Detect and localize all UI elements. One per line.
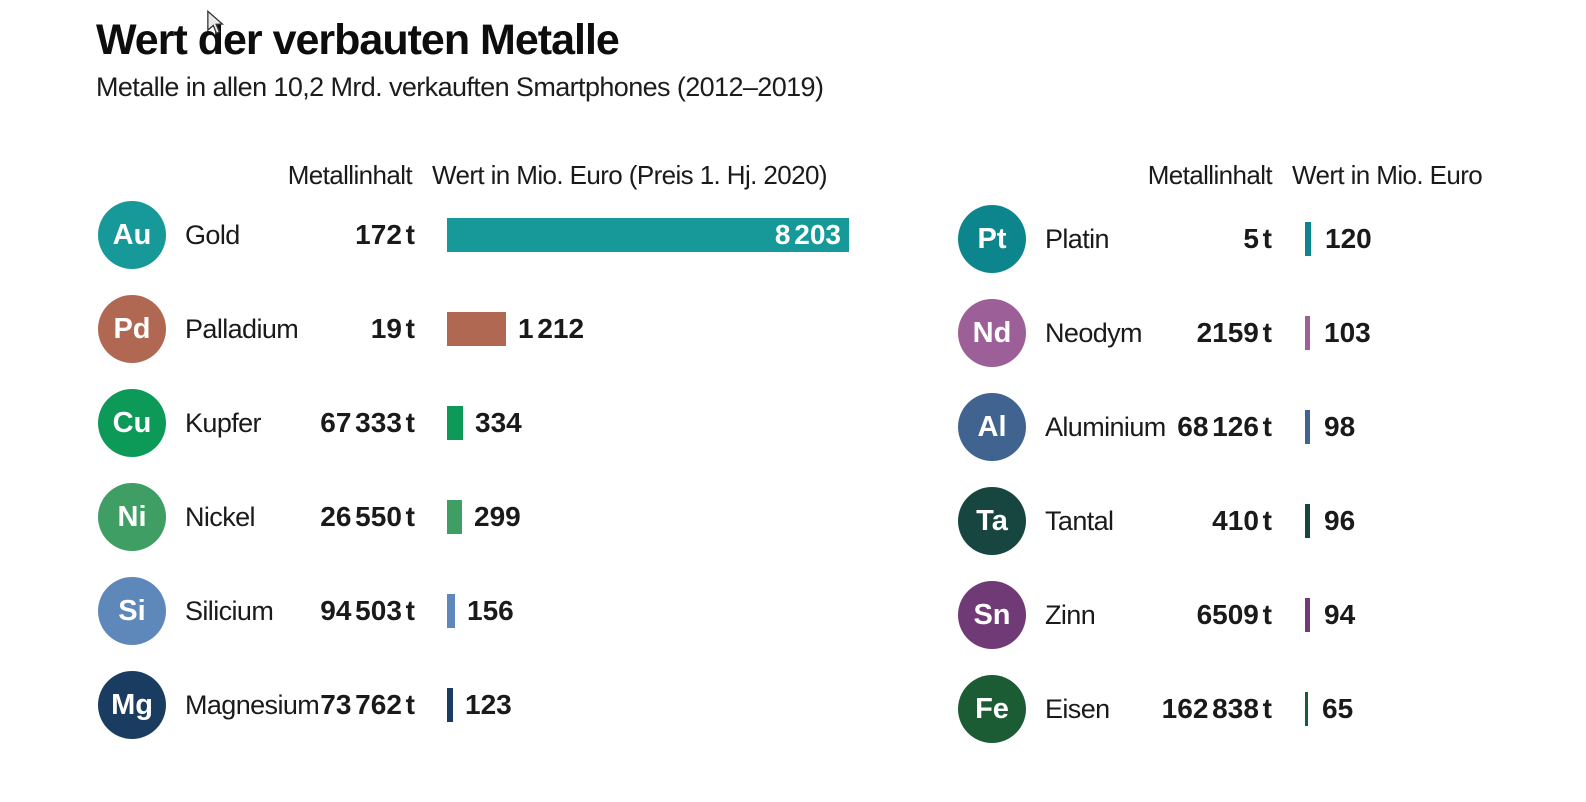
value-bar [1305, 692, 1308, 726]
metal-content-tonnage: 94 503 t [320, 595, 415, 626]
element-badge-cu: Cu [98, 389, 166, 457]
element-badge-si: Si [98, 577, 166, 645]
value-label: 120 [1325, 223, 1372, 254]
value-bar [447, 594, 455, 628]
metal-content-tonnage: 172 t [355, 219, 415, 250]
metal-content-tonnage: 162 838 t [1161, 693, 1272, 724]
metal-content-tonnage: 2159 t [1196, 317, 1272, 348]
value-bar [447, 312, 506, 346]
metal-name: Neodym [1045, 318, 1143, 348]
element-badge-mg: Mg [98, 671, 166, 739]
page-title: Wert der verbauten Metalle [96, 16, 620, 64]
value-bar [1305, 222, 1311, 256]
element-badge-ta: Ta [958, 487, 1026, 555]
element-badge-pt: Pt [958, 205, 1026, 273]
element-badge-fe: Fe [958, 675, 1026, 743]
value-bar [447, 500, 462, 534]
column-header-metal-content-right: Metallinhalt [1147, 160, 1273, 190]
metal-name: Palladium [185, 314, 299, 344]
metal-content-tonnage: 68 126 t [1177, 411, 1272, 442]
value-label: 1 212 [518, 313, 585, 344]
column-header-value-left: Wert in Mio. Euro (Preis 1. Hj. 2020) [432, 160, 828, 190]
metal-name: Magnesium [185, 690, 320, 720]
value-bar [1305, 504, 1310, 538]
value-label: 98 [1324, 411, 1356, 442]
mouse-cursor-icon [207, 10, 225, 35]
element-badge-sn: Sn [958, 581, 1026, 649]
value-bar [1305, 598, 1310, 632]
element-badge-al: Al [958, 393, 1026, 461]
metal-name: Platin [1045, 224, 1110, 254]
value-label: 96 [1324, 505, 1356, 536]
metal-content-tonnage: 67 333 t [320, 407, 415, 438]
value-label: 65 [1322, 693, 1354, 724]
value-label: 123 [465, 689, 512, 720]
value-bar [1305, 410, 1310, 444]
element-badge-au: Au [98, 201, 166, 269]
metal-name: Kupfer [185, 408, 262, 438]
value-label: 8 203 [774, 219, 841, 250]
metal-content-tonnage: 410 t [1212, 505, 1272, 536]
value-label: 103 [1324, 317, 1371, 348]
value-label: 334 [475, 407, 522, 438]
metal-name: Tantal [1045, 506, 1114, 536]
column-header-metal-content-left: Metallinhalt [287, 160, 413, 190]
metal-content-tonnage: 26 550 t [320, 501, 415, 532]
value-bar [447, 406, 463, 440]
metal-content-tonnage: 73 762 t [320, 689, 415, 720]
value-label: 94 [1324, 599, 1356, 630]
value-bar [1305, 316, 1310, 350]
metal-content-tonnage: 5 t [1243, 223, 1272, 254]
value-bar [447, 688, 453, 722]
metal-name: Eisen [1045, 694, 1110, 724]
element-badge-pd: Pd [98, 295, 166, 363]
element-badge-ni: Ni [98, 483, 166, 551]
metal-name: Zinn [1045, 600, 1096, 630]
element-badge-nd: Nd [958, 299, 1026, 367]
metal-content-tonnage: 19 t [370, 313, 415, 344]
metal-name: Nickel [185, 502, 256, 532]
value-label: 156 [467, 595, 514, 626]
column-header-value-right: Wert in Mio. Euro [1292, 160, 1483, 190]
metal-name: Silicium [185, 596, 274, 626]
metal-name: Aluminium [1045, 412, 1166, 442]
metal-content-tonnage: 6509 t [1196, 599, 1272, 630]
value-label: 299 [474, 501, 521, 532]
metal-name: Gold [185, 220, 240, 250]
value-bar [447, 218, 849, 252]
page-subtitle: Metalle in allen 10,2 Mrd. verkauften Sm… [96, 72, 824, 102]
